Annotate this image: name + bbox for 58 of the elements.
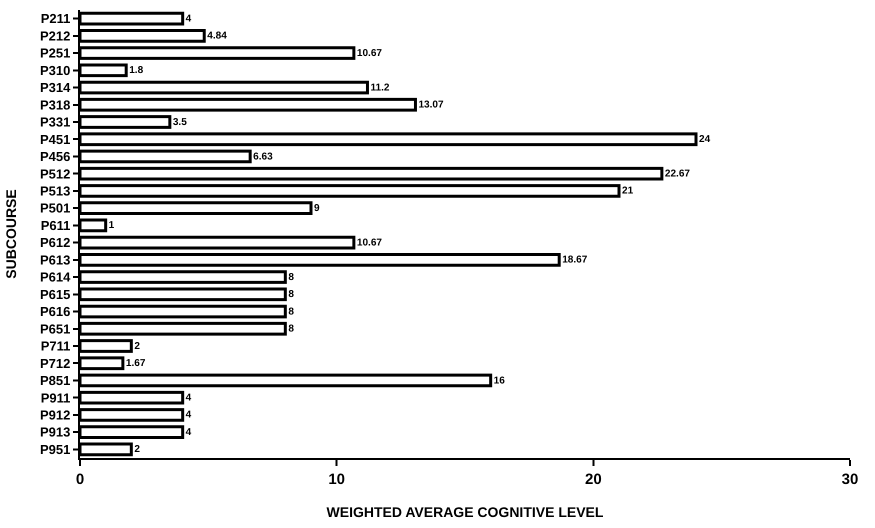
y-tick-label: P614	[40, 270, 72, 285]
data-label: 13.07	[418, 100, 444, 111]
y-tick-label: P651	[40, 321, 70, 336]
y-tick-label: P310	[40, 62, 70, 78]
x-tick-label: 0	[76, 471, 84, 488]
data-label: 1	[108, 220, 115, 232]
data-label: 10.67	[356, 237, 382, 248]
data-label: 2	[134, 444, 140, 456]
y-tick-label: P501	[40, 200, 70, 216]
data-label: 6.63	[253, 151, 274, 162]
data-label: 22.67	[664, 168, 690, 180]
data-label: 1.67	[126, 358, 146, 370]
y-tick-label: P612	[40, 235, 70, 250]
data-label: 10.67	[356, 48, 382, 59]
data-label: 21	[622, 186, 634, 197]
data-label: 8	[288, 306, 294, 318]
data-label: 8	[288, 289, 294, 300]
y-tick-label: P611	[40, 218, 70, 233]
y-tick-label: P318	[40, 97, 70, 112]
y-tick-label: P613	[40, 252, 70, 268]
data-label: 2	[134, 340, 140, 352]
y-tick-label: P616	[40, 304, 70, 320]
data-label: 24	[698, 134, 711, 146]
data-label: 1.8	[129, 65, 144, 76]
data-label: 8	[288, 272, 294, 283]
data-label: 18.67	[562, 254, 588, 266]
y-tick-label: P711	[40, 338, 70, 354]
y-tick-label: P712	[40, 356, 70, 371]
y-tick-label: P456	[40, 149, 70, 164]
y-tick-label: P912	[40, 407, 70, 422]
data-label: 4	[186, 392, 192, 404]
y-tick-label: P314	[40, 80, 72, 96]
y-tick-label: P512	[40, 166, 70, 182]
data-label: 4	[186, 410, 192, 421]
y-tick-label: P913	[40, 424, 70, 440]
x-tick-label: 30	[842, 471, 858, 488]
data-label: 8	[288, 324, 294, 335]
y-tick-label: P211	[40, 11, 70, 26]
y-tick-label: P331	[40, 114, 70, 130]
data-label: 4	[186, 13, 192, 24]
data-label: 3.5	[172, 116, 188, 128]
y-tick-label: P911	[40, 390, 70, 406]
x-tick-label: 10	[328, 471, 346, 488]
y-tick-label: P851	[40, 373, 70, 388]
y-tick-label: P615	[40, 286, 70, 302]
x-tick-label: 20	[584, 471, 602, 488]
data-label: 4.84	[207, 30, 228, 42]
y-tick-label: P251	[40, 46, 70, 61]
y-tick-label: P513	[40, 183, 70, 198]
data-label: 16	[494, 375, 506, 386]
data-label: 11.2	[370, 82, 390, 94]
data-label: 4	[186, 426, 192, 438]
y-tick-label: P951	[40, 442, 70, 457]
y-axis-title: SUBCOURSE	[3, 189, 20, 279]
x-axis-title: WEIGHTED AVERAGE COGNITIVE LEVEL	[326, 504, 604, 520]
data-label: 9	[314, 202, 320, 214]
y-tick-label: P451	[40, 132, 70, 147]
y-tick-label: P212	[40, 28, 70, 44]
